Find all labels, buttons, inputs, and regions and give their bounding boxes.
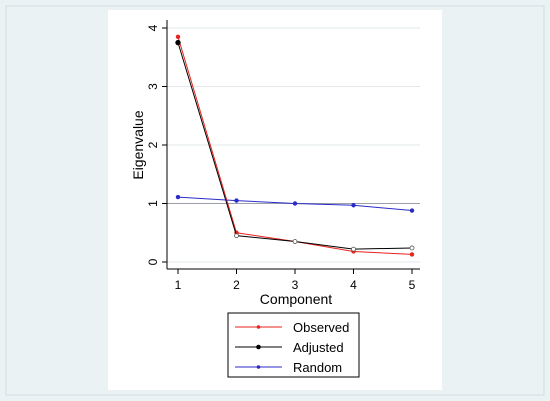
legend-label-adjusted: Adjusted bbox=[293, 340, 344, 355]
tick-labels: 0 1 2 3 4 1 2 3 4 5 bbox=[146, 24, 416, 292]
x-tick-label: 4 bbox=[350, 278, 357, 292]
x-axis-label: Component bbox=[260, 291, 332, 307]
series-group bbox=[175, 34, 415, 257]
data-point-observed-1 bbox=[175, 34, 181, 39]
legend-marker-observed bbox=[256, 325, 261, 329]
y-tick-label: 0 bbox=[146, 258, 160, 265]
x-tick-label: 2 bbox=[233, 278, 240, 292]
data-point-random-3 bbox=[292, 201, 298, 206]
x-tick-label: 5 bbox=[409, 278, 416, 292]
grid bbox=[167, 20, 420, 269]
data-point-random-2 bbox=[234, 198, 239, 203]
data-point-random-1 bbox=[175, 194, 181, 200]
legend-label-observed: Observed bbox=[293, 320, 349, 335]
data-point-random-4 bbox=[351, 203, 356, 208]
legend-marker-adjusted bbox=[256, 344, 261, 350]
axes bbox=[162, 20, 420, 274]
data-point-adjusted-4 bbox=[351, 246, 356, 252]
data-point-adjusted-5 bbox=[409, 245, 415, 251]
data-point-adjusted-2 bbox=[234, 233, 239, 239]
data-point-adjusted-1 bbox=[175, 39, 181, 46]
x-tick-label: 3 bbox=[292, 278, 299, 292]
legend-box bbox=[227, 312, 360, 378]
y-tick-label: 2 bbox=[146, 141, 160, 148]
legend-marker-random bbox=[256, 365, 261, 369]
y-axis-label: Eigenvalue bbox=[130, 110, 146, 179]
y-tick-label: 3 bbox=[146, 83, 160, 90]
data-point-observed-5 bbox=[409, 252, 415, 257]
figure-border bbox=[5, 5, 545, 396]
y-tick-label: 1 bbox=[146, 200, 160, 207]
legend: Observed Adjusted Random bbox=[227, 312, 360, 378]
legend-label-random: Random bbox=[293, 360, 342, 375]
data-point-random-5 bbox=[409, 208, 415, 213]
y-tick-label: 4 bbox=[146, 24, 160, 31]
x-tick-label: 1 bbox=[175, 278, 182, 292]
data-point-adjusted-3 bbox=[292, 239, 298, 244]
